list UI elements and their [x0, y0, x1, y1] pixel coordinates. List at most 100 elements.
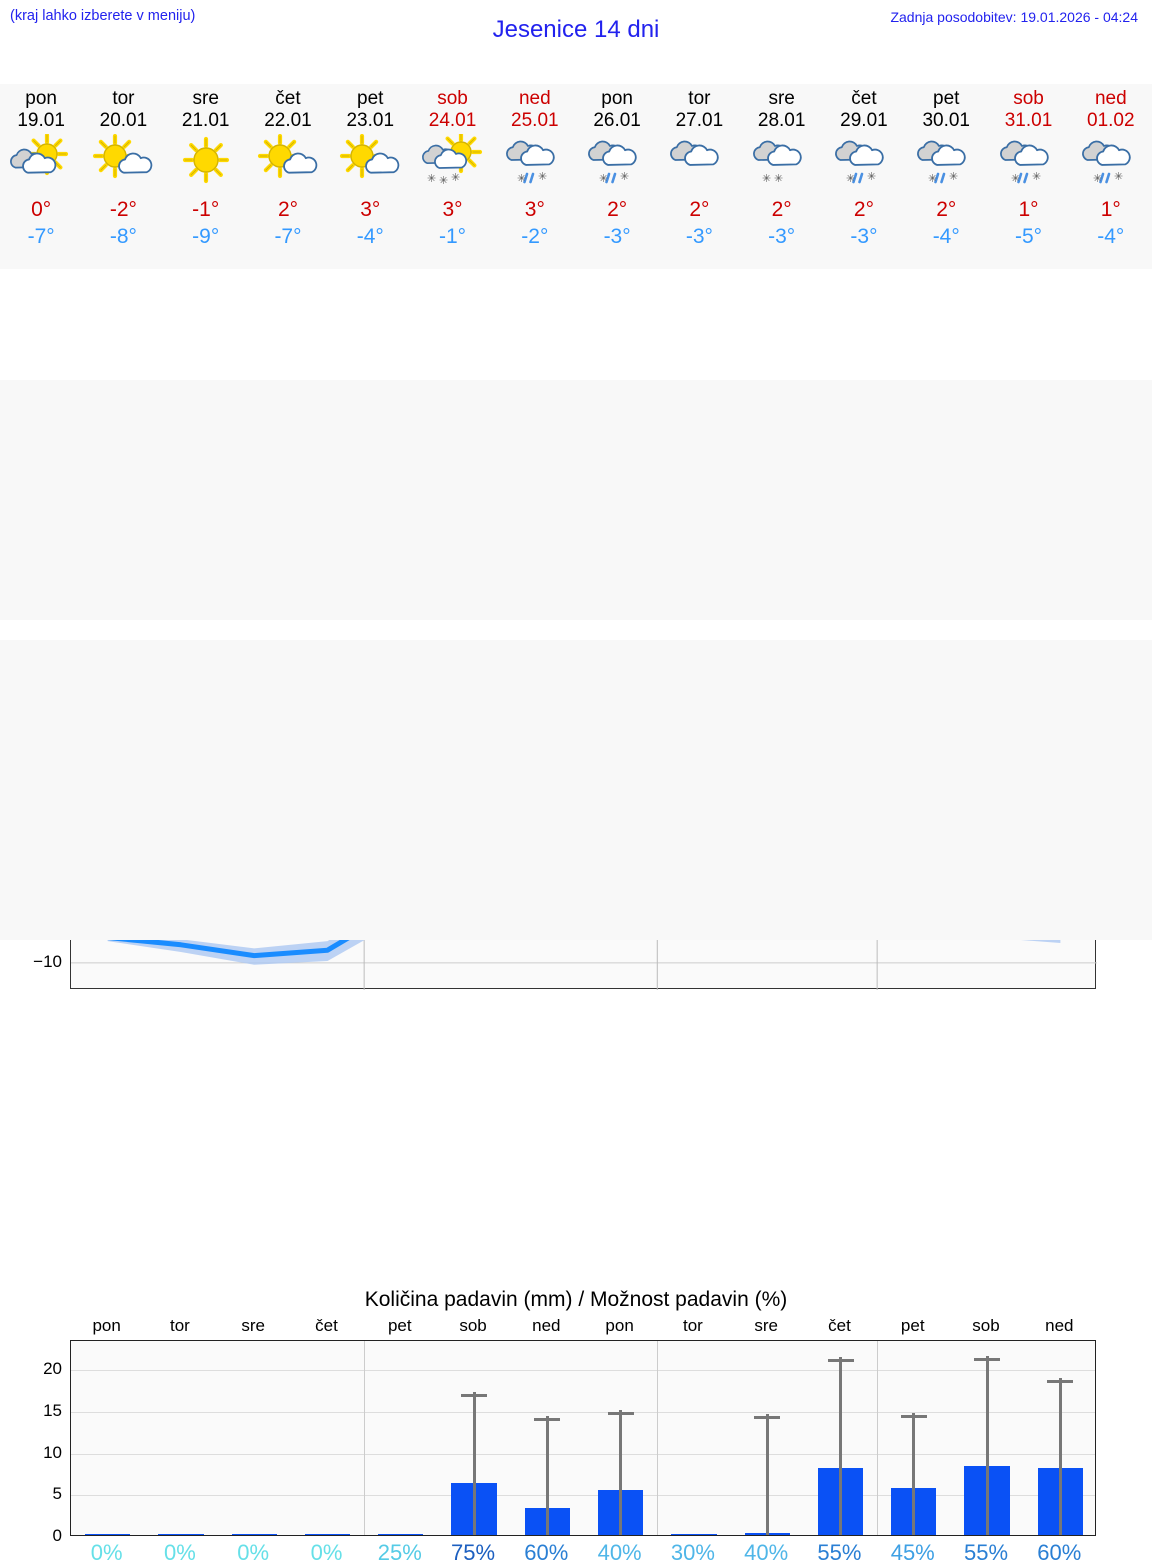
- temperature-chart-section: Temperatura (°C) 50−5−10 © vreme.us & vr…: [0, 380, 1152, 990]
- precip-error-bar: [619, 1409, 623, 1535]
- day-name: sob: [437, 88, 468, 109]
- temp-min: -9°: [192, 225, 220, 248]
- temp-min: -8°: [109, 225, 137, 248]
- precip-day-label: ned: [532, 1316, 561, 1335]
- precip-error-bar: [765, 1414, 769, 1535]
- svg-text:✳: ✳: [599, 172, 608, 185]
- precip-probability-label: 30%: [670, 1540, 715, 1565]
- svg-text:✳: ✳: [762, 172, 771, 185]
- day-name: ned: [1094, 88, 1127, 109]
- precip-day-label: sre: [241, 1316, 266, 1335]
- day-date: 27.01: [675, 110, 724, 131]
- precip-error-bar: [912, 1413, 916, 1535]
- forecast-day-column: pet 30.01 ✳ ✳ 2° -4°: [905, 84, 987, 269]
- svg-text:✳: ✳: [774, 172, 783, 185]
- cloud-rain-snow-icon: ✳ ✳: [581, 134, 653, 186]
- day-date: 31.01: [1004, 110, 1053, 131]
- svg-text:✳: ✳: [517, 172, 526, 185]
- precip-error-bar: [839, 1356, 842, 1535]
- precip-gridline: [71, 1495, 1095, 1497]
- day-date: 24.01: [428, 110, 477, 131]
- svg-text:✳: ✳: [1093, 172, 1102, 185]
- temp-min: -4°: [356, 225, 384, 248]
- cloud-rain-snow-icon: ✳ ✳: [828, 134, 900, 186]
- svg-text:✳: ✳: [867, 170, 876, 183]
- sun-small-cloud-icon: [334, 133, 406, 186]
- forecast-day-column: sre 28.01 ✳ ✳ 2° -3°: [741, 84, 823, 269]
- precip-day-label: čet: [315, 1316, 338, 1335]
- precipitation-y-tick: 20: [43, 1359, 62, 1379]
- temp-max: 0°: [31, 198, 52, 221]
- forecast-day-column: pet 23.01 3° -4°: [329, 84, 411, 269]
- precip-probability-label: 55%: [817, 1540, 862, 1565]
- precipitation-chart-title: Količina padavin (mm) / Možnost padavin …: [364, 1288, 788, 1311]
- precip-probability-label: 60%: [524, 1540, 569, 1565]
- forecast-day-column: sob 24.01 ✳ ✳ ✳ 3° -1°: [411, 84, 493, 269]
- page-title: Jesenice 14 dni: [492, 16, 660, 43]
- temperature-y-tick: −10: [33, 951, 62, 971]
- precip-error-bar: [472, 1392, 476, 1535]
- precip-bar: [231, 1533, 277, 1535]
- precipitation-chart-section: Količina padavin (mm) / Možnost padavin …: [0, 640, 1152, 1565]
- precip-day-label: ned: [1045, 1316, 1074, 1335]
- temp-max: -2°: [109, 198, 137, 221]
- precip-error-bar: [545, 1415, 549, 1535]
- precip-bar: [671, 1533, 717, 1535]
- temp-min: -7°: [274, 225, 302, 248]
- day-name: sre: [768, 88, 795, 109]
- precip-day-label: pet: [387, 1316, 412, 1335]
- forecast-day-column: sre 21.01 -1° -9°: [165, 84, 247, 269]
- sun-cloud-snow-icon: ✳ ✳ ✳: [417, 130, 489, 187]
- precipitation-y-tick: 15: [43, 1400, 62, 1420]
- day-date: 26.01: [593, 110, 641, 131]
- precip-bar: [158, 1533, 204, 1535]
- precipitation-y-tick: 5: [52, 1484, 62, 1504]
- temp-max: 2°: [771, 198, 792, 221]
- day-date: 22.01: [264, 110, 312, 131]
- precip-probability-label: 0%: [237, 1540, 270, 1565]
- precip-error-cap: [607, 1411, 634, 1415]
- svg-text:✳: ✳: [1011, 172, 1020, 185]
- day-name: čet: [851, 88, 877, 109]
- day-name: čet: [275, 88, 301, 109]
- temp-min: -7°: [27, 225, 55, 248]
- temp-min: -3°: [850, 225, 878, 248]
- svg-text:✳: ✳: [620, 170, 629, 183]
- precip-error-cap: [900, 1415, 927, 1419]
- sun-icon: [170, 134, 242, 186]
- day-name: pon: [25, 88, 57, 109]
- precip-bar: [378, 1533, 424, 1535]
- precip-probability-label: 40%: [597, 1540, 642, 1565]
- temp-max: 2°: [689, 198, 710, 221]
- precip-probability-label: 25%: [377, 1540, 422, 1565]
- precip-day-label: tor: [682, 1316, 703, 1335]
- day-name: sob: [1013, 88, 1044, 109]
- temp-max: 2°: [607, 198, 628, 221]
- precip-gridline: [71, 1370, 1095, 1372]
- cloud-snow-icon: ✳ ✳: [746, 134, 818, 186]
- forecast-day-column: pon 19.01 0° -7°: [0, 84, 82, 269]
- precip-error-cap: [1047, 1380, 1074, 1384]
- precip-probability-label: 55%: [963, 1540, 1009, 1565]
- svg-text:✳: ✳: [1114, 170, 1123, 183]
- forecast-day-column: čet 29.01 ✳ ✳ 2° -3°: [823, 84, 905, 269]
- temp-max: -1°: [192, 198, 220, 221]
- svg-text:✳: ✳: [538, 170, 547, 183]
- temp-min: -4°: [1097, 225, 1125, 248]
- daily-forecast-strip: pon 19.01 0° -7° tor 20.01 -2° -8° sre 21.01 -1°…: [0, 84, 1152, 269]
- temp-min: -1°: [439, 225, 467, 248]
- day-date: 20.01: [99, 110, 148, 131]
- temp-max: 2°: [277, 198, 299, 221]
- day-date: 23.01: [346, 110, 395, 131]
- precip-probability-label: 45%: [890, 1540, 935, 1565]
- precip-error-cap: [461, 1394, 488, 1398]
- temp-max: 2°: [936, 198, 957, 221]
- svg-text:✳: ✳: [846, 172, 855, 185]
- precip-gridline: [71, 1411, 1095, 1413]
- cloud-icon: [663, 134, 735, 186]
- precip-error-cap: [754, 1416, 781, 1420]
- precip-day-label: sre: [754, 1316, 778, 1335]
- temp-max: 3°: [442, 198, 463, 221]
- precip-error-cap: [827, 1358, 854, 1362]
- temp-min: -5°: [1014, 225, 1043, 248]
